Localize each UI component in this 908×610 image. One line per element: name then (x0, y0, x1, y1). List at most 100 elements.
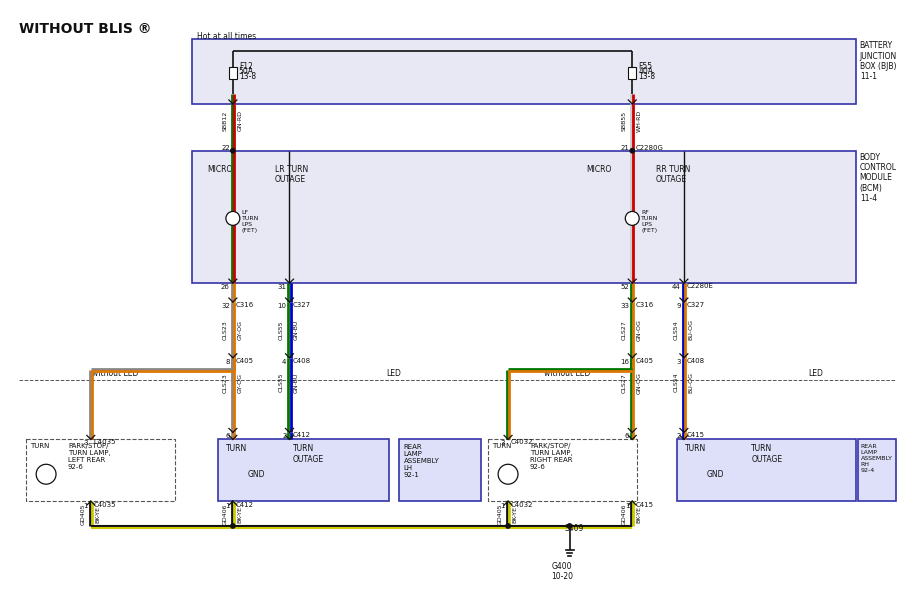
Circle shape (626, 212, 639, 225)
Text: C2280E: C2280E (686, 283, 714, 289)
Bar (192, 39, 855, 104)
Text: 2: 2 (282, 433, 287, 439)
Text: BODY
CONTROL
MODULE
(BCM)
11-4: BODY CONTROL MODULE (BCM) 11-4 (860, 152, 897, 203)
Text: C415: C415 (636, 502, 653, 508)
Text: RF
TURN
LPS
(FET): RF TURN LPS (FET) (641, 210, 658, 233)
Text: S409: S409 (565, 525, 584, 534)
Text: LED: LED (809, 368, 824, 378)
Text: LR TURN
OUTAGE: LR TURN OUTAGE (274, 165, 308, 184)
Text: TURN: TURN (226, 444, 247, 453)
Bar (229, 66, 237, 79)
Text: 6: 6 (225, 433, 230, 439)
Circle shape (568, 524, 572, 528)
Circle shape (226, 212, 240, 225)
Text: 6: 6 (625, 433, 629, 439)
Text: LF
TURN
LPS
(FET): LF TURN LPS (FET) (242, 210, 259, 233)
Text: C2280G: C2280G (636, 145, 663, 151)
Text: 22: 22 (222, 145, 230, 151)
Text: REAR
LAMP
ASSEMBLY
RH
92-4: REAR LAMP ASSEMBLY RH 92-4 (861, 444, 893, 473)
Text: BK-YE: BK-YE (637, 506, 642, 523)
Text: C412: C412 (236, 502, 254, 508)
Text: 52: 52 (620, 284, 629, 290)
Text: 26: 26 (221, 284, 230, 290)
Text: GND: GND (706, 470, 725, 479)
Text: 10: 10 (278, 303, 287, 309)
Text: without LED: without LED (545, 368, 591, 378)
Text: MICRO: MICRO (587, 165, 612, 174)
Text: 3: 3 (500, 440, 505, 447)
Bar (858, 439, 895, 501)
Text: CLS54: CLS54 (674, 373, 678, 392)
Text: GY-OG: GY-OG (237, 320, 242, 340)
Bar (489, 439, 637, 501)
Text: TURN
OUTAGE: TURN OUTAGE (292, 444, 323, 464)
Text: CLS55: CLS55 (279, 373, 284, 392)
Text: 21: 21 (620, 145, 629, 151)
Text: CLS23: CLS23 (222, 373, 227, 392)
Text: C4032: C4032 (511, 502, 534, 508)
Text: 3: 3 (676, 359, 681, 365)
Text: C327: C327 (686, 302, 705, 308)
Bar (651, 160, 746, 206)
Bar (584, 160, 637, 274)
Text: 44: 44 (672, 284, 681, 290)
Text: 33: 33 (620, 303, 629, 309)
Circle shape (506, 524, 510, 528)
Text: MICRO: MICRO (207, 165, 232, 174)
Text: GN-RD: GN-RD (237, 110, 242, 131)
Text: Hot at all times: Hot at all times (197, 32, 256, 41)
Text: CLS27: CLS27 (622, 373, 627, 392)
Text: BU-OG: BU-OG (688, 372, 694, 393)
Text: C316: C316 (636, 302, 654, 308)
Text: 1: 1 (625, 503, 629, 509)
Text: 2: 2 (676, 433, 681, 439)
Text: C405: C405 (236, 357, 254, 364)
Text: GN-OG: GN-OG (637, 371, 642, 393)
Text: WITHOUT BLIS ®: WITHOUT BLIS ® (19, 22, 152, 36)
Text: PARK/STOP/
TURN LAMP,
RIGHT REAR
92-6: PARK/STOP/ TURN LAMP, RIGHT REAR 92-6 (530, 443, 573, 470)
Text: TURN: TURN (685, 444, 706, 453)
Text: 13-8: 13-8 (638, 71, 656, 81)
Text: F55: F55 (638, 62, 652, 71)
Bar (218, 439, 389, 501)
Text: WH-RD: WH-RD (637, 110, 642, 132)
Text: CLS23: CLS23 (222, 320, 227, 340)
Bar (270, 160, 359, 206)
Text: F12: F12 (239, 62, 252, 71)
Text: C405: C405 (636, 357, 653, 364)
Text: TURN
OUTAGE: TURN OUTAGE (752, 444, 783, 464)
Text: CLS27: CLS27 (622, 320, 627, 340)
Bar (204, 160, 258, 274)
Text: GND: GND (248, 470, 265, 479)
Text: BK-YE: BK-YE (237, 506, 242, 523)
Circle shape (231, 148, 235, 153)
Text: 3: 3 (84, 440, 88, 447)
Text: BK-YE: BK-YE (512, 506, 518, 523)
Text: C408: C408 (292, 357, 311, 364)
Bar (197, 45, 851, 99)
Text: GD406: GD406 (622, 503, 627, 525)
Circle shape (36, 464, 56, 484)
Bar (197, 156, 851, 278)
Circle shape (231, 524, 235, 528)
Text: C327: C327 (292, 302, 311, 308)
Text: CLS54: CLS54 (674, 320, 678, 340)
Text: 2: 2 (506, 470, 510, 479)
Text: C4032: C4032 (511, 439, 534, 445)
Text: C316: C316 (236, 302, 254, 308)
Text: GD406: GD406 (222, 503, 227, 525)
Text: RR TURN
OUTAGE: RR TURN OUTAGE (656, 165, 690, 184)
Text: without LED: without LED (93, 368, 139, 378)
Text: SBB55: SBB55 (622, 111, 627, 131)
Text: 1: 1 (500, 503, 505, 509)
Text: C408: C408 (686, 357, 705, 364)
Bar (628, 66, 637, 79)
Text: REAR
LAMP
ASSEMBLY
LH
92-1: REAR LAMP ASSEMBLY LH 92-1 (404, 444, 439, 478)
Text: 31: 31 (278, 284, 287, 290)
Text: 1: 1 (225, 503, 230, 509)
Text: C4035: C4035 (94, 439, 116, 445)
Circle shape (498, 464, 518, 484)
Bar (26, 439, 175, 501)
Text: BK-YE: BK-YE (95, 506, 100, 523)
Text: GN-BU: GN-BU (294, 320, 299, 340)
